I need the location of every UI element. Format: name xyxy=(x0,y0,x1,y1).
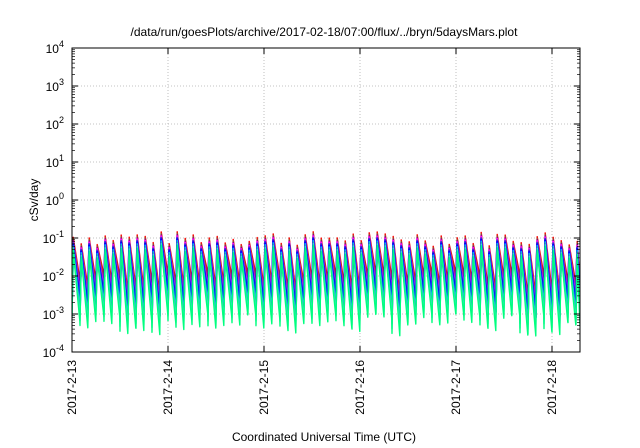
y-tick-label: 10-1 xyxy=(43,229,64,246)
chart-title: /data/run/goesPlots/archive/2017-02-18/0… xyxy=(131,25,519,39)
x-axis-ticks: 2017-2-13 2017-2-14 2017-2-15 2017-2-16 2017… xyxy=(65,48,559,415)
y-axis-ticks: 10-4 10-3 10-2 10-1 100 101 102 103 104 xyxy=(43,39,580,360)
y-tick-label: 103 xyxy=(46,77,64,94)
x-tick-label: 2017-2-18 xyxy=(545,360,559,415)
series-group xyxy=(72,231,580,337)
y-tick-label: 10-4 xyxy=(43,343,64,360)
y-tick-label: 104 xyxy=(46,39,64,56)
x-tick-label: 2017-2-13 xyxy=(65,360,79,415)
x-tick-label: 2017-2-14 xyxy=(161,360,175,415)
y-tick-label: 10-3 xyxy=(43,305,64,322)
x-tick-label: 2017-2-15 xyxy=(257,360,271,415)
x-tick-label: 2017-2-17 xyxy=(449,360,463,415)
y-tick-label: 102 xyxy=(46,115,64,132)
y-tick-label: 10-2 xyxy=(43,267,64,284)
y-tick-label: 101 xyxy=(46,153,64,170)
y-tick-label: 100 xyxy=(46,191,64,208)
x-tick-label: 2017-2-16 xyxy=(353,360,367,415)
series-line xyxy=(72,244,580,337)
x-axis-label: Coordinated Universal Time (UTC) xyxy=(232,430,416,444)
y-axis-label: cSv/day xyxy=(27,179,41,222)
